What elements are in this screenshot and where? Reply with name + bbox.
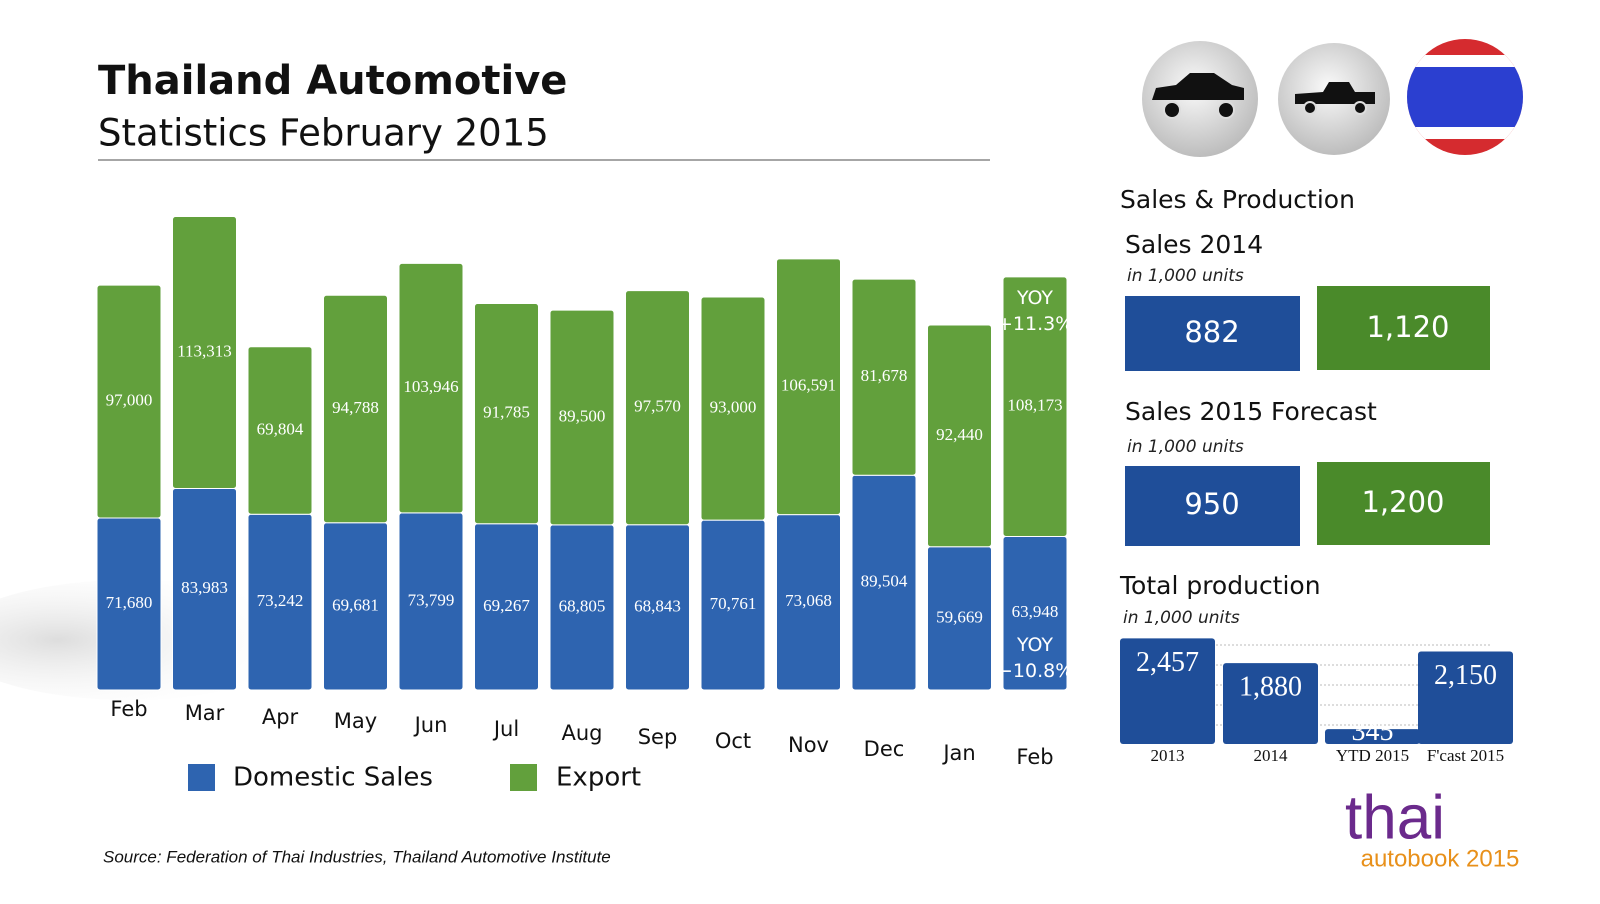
x-tick-label: Feb [1016, 745, 1053, 769]
bar-segment [1002, 276, 1068, 538]
annotation: YOY −10.8% [997, 634, 1073, 682]
x-tick-label: Oct [715, 729, 751, 753]
panel-title: Sales 2015 Forecast [1125, 397, 1377, 426]
bar-segment [927, 324, 992, 548]
bar-segment [247, 346, 313, 515]
value-label: 71,680 [106, 593, 153, 612]
bar-segment [851, 278, 917, 476]
export-value: 1,200 [1361, 485, 1444, 519]
value-label: 68,843 [634, 596, 681, 615]
domestic-value: 950 [1184, 487, 1239, 521]
value-label: 59,669 [936, 607, 983, 626]
panel-title: Sales 2014 [1125, 230, 1263, 259]
domestic-value: 882 [1184, 315, 1239, 349]
subtitle: Statistics February 2015 [98, 112, 549, 155]
bar-segment [323, 294, 388, 524]
x-tick-label: Nov [788, 733, 829, 757]
value-label: 93,000 [710, 397, 757, 416]
bar-segment [625, 290, 690, 526]
x-tick-label: F'cast 2015 [1427, 746, 1504, 765]
x-tick-label: YTD 2015 [1336, 746, 1409, 765]
value-label: 2,150 [1434, 660, 1497, 691]
bar [1223, 663, 1318, 744]
value-label: 2,457 [1136, 647, 1199, 678]
pickup-shape [1295, 82, 1375, 104]
panel-unit: in 1,000 units [1127, 437, 1244, 457]
panel-heading: Sales & Production [1120, 185, 1355, 214]
x-tick-label: Mar [185, 701, 225, 725]
export-box [1317, 286, 1490, 370]
legend-label: Domestic Sales [233, 763, 433, 793]
value-label: 94,788 [332, 398, 379, 417]
legend-label: Export [556, 763, 641, 793]
domestic-box [1125, 296, 1300, 371]
value-label: 113,313 [177, 341, 232, 360]
value-label: 73,242 [257, 591, 304, 610]
legend-swatch [510, 764, 537, 791]
export-box [1317, 462, 1490, 545]
value-label: 106,591 [781, 376, 836, 395]
bar [1325, 729, 1420, 744]
x-tick-label: Jun [413, 713, 448, 737]
x-tick-label: Aug [561, 721, 602, 745]
thai-flag [1407, 39, 1523, 155]
export-value: 1,120 [1366, 310, 1449, 344]
bar [1418, 651, 1513, 744]
x-tick-label: Feb [110, 697, 147, 721]
value-label: 345 [1352, 716, 1394, 747]
legend-swatch [188, 764, 215, 791]
value-label: 81,678 [861, 366, 908, 385]
bar-segment [549, 309, 615, 526]
annotation: YOY +11.3% [997, 286, 1073, 335]
x-tick-label: Jan [941, 741, 975, 765]
value-label: 97,000 [106, 390, 153, 409]
bar-segment [172, 215, 237, 489]
bar [1120, 638, 1215, 744]
value-label: 73,799 [408, 590, 455, 609]
domestic-box [1125, 466, 1300, 546]
value-label: 69,804 [257, 419, 304, 438]
value-label: 69,267 [483, 596, 530, 615]
x-tick-label: Apr [262, 705, 299, 729]
value-label: 108,173 [1007, 396, 1062, 415]
value-label: 89,504 [861, 572, 908, 591]
x-tick-label: Sep [638, 725, 678, 749]
x-tick-label: May [334, 709, 377, 733]
panel-unit: in 1,000 units [1127, 266, 1244, 286]
value-label: 92,440 [936, 425, 983, 444]
value-label: 103,946 [403, 377, 458, 396]
value-label: 89,500 [559, 406, 606, 425]
value-label: 1,880 [1239, 672, 1302, 703]
icons [1142, 39, 1523, 157]
source: Source: Federation of Thai Industries, T… [103, 847, 611, 866]
value-label: 91,785 [483, 403, 530, 422]
value-label: 68,805 [559, 596, 606, 615]
annotation-text: YOY −10.8% [997, 634, 1073, 682]
bar-segment [776, 258, 841, 516]
production-title: Total production [1119, 571, 1321, 600]
annotation-text: YOY +11.3% [997, 286, 1073, 335]
x-tick-label: Dec [864, 737, 905, 761]
x-tick-label: 2014 [1254, 746, 1289, 765]
value-label: 70,761 [710, 594, 757, 613]
value-label: 73,068 [785, 591, 832, 610]
bar-segment [96, 284, 162, 519]
bar-segment [700, 296, 766, 521]
value-label: 97,570 [634, 397, 681, 416]
logo-sub: autobook 2015 [1361, 845, 1520, 872]
value-label: 63,948 [1012, 602, 1059, 621]
logo-name: thai [1345, 783, 1445, 852]
production-unit: in 1,000 units [1123, 608, 1240, 628]
value-label: 83,983 [181, 578, 228, 597]
x-tick-label: Jul [492, 717, 519, 741]
title: Thailand Automotive [98, 58, 567, 104]
car-shape [1152, 73, 1244, 100]
bar-segment [398, 262, 464, 514]
x-tick-label: 2013 [1151, 746, 1185, 765]
value-label: 69,681 [332, 595, 379, 614]
bar-segment [474, 302, 539, 525]
